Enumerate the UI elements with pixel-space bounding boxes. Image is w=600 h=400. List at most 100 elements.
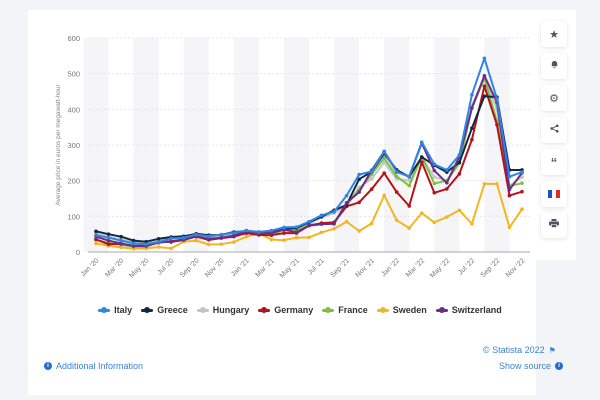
data-point-germany xyxy=(457,172,462,176)
additional-information-link[interactable]: i Additional Information xyxy=(44,361,143,371)
data-point-italy xyxy=(181,235,186,240)
legend-label: Hungary xyxy=(212,305,250,315)
x-tick-label: Sep '21 xyxy=(329,257,351,279)
notification-button[interactable] xyxy=(541,53,567,79)
data-point-italy xyxy=(382,149,386,154)
data-point-sweden xyxy=(495,182,499,186)
additional-information-text: Additional Information xyxy=(56,361,144,371)
data-point-italy xyxy=(106,235,111,240)
bell-icon xyxy=(550,60,559,72)
share-button[interactable] xyxy=(541,117,567,143)
data-point-italy xyxy=(294,225,299,229)
data-point-switzerland xyxy=(357,190,361,194)
print-button[interactable] xyxy=(541,212,567,238)
show-source-link[interactable]: Show source i xyxy=(499,361,564,371)
data-point-switzerland xyxy=(470,106,474,110)
data-point-sweden xyxy=(419,211,424,215)
data-point-hungary xyxy=(369,177,374,181)
data-point-italy xyxy=(319,213,324,218)
info-icon: i xyxy=(555,362,564,370)
x-tick-label: Nov '20 xyxy=(204,257,226,279)
copyright-text: © Statista 2022 xyxy=(483,345,545,355)
data-point-italy xyxy=(244,228,249,233)
data-point-sweden xyxy=(470,222,474,226)
data-point-italy xyxy=(194,232,199,237)
data-point-france xyxy=(432,181,437,186)
legend-item-switzerland[interactable]: Switzerland xyxy=(435,305,502,315)
data-point-italy xyxy=(206,234,211,239)
data-point-germany xyxy=(382,171,386,175)
data-point-germany xyxy=(394,190,399,194)
y-axis-title: Average price in euros per megawatt-hour xyxy=(55,84,62,206)
data-point-germany xyxy=(507,193,512,198)
data-point-italy xyxy=(369,169,374,174)
data-point-italy xyxy=(520,170,524,174)
data-point-sweden xyxy=(394,218,399,223)
favorite-button[interactable]: ★ xyxy=(541,21,567,47)
data-point-sweden xyxy=(369,221,374,226)
data-point-germany xyxy=(94,237,98,242)
data-point-sweden xyxy=(282,238,286,243)
data-point-italy xyxy=(131,241,136,246)
x-tick-label: May '22 xyxy=(429,257,451,279)
data-point-germany xyxy=(369,187,374,192)
data-point-greece xyxy=(419,155,424,159)
copyright-link[interactable]: © Statista 2022 ⚑ xyxy=(483,345,556,355)
y-tick-label: 300 xyxy=(67,141,80,150)
data-point-switzerland xyxy=(131,244,136,248)
legend-item-france[interactable]: France xyxy=(322,305,368,315)
data-point-germany xyxy=(470,137,474,142)
data-point-france xyxy=(394,174,399,179)
legend-label: Germany xyxy=(274,305,314,315)
settings-button[interactable]: ⚙ xyxy=(541,85,567,111)
data-point-italy xyxy=(156,240,161,244)
data-point-sweden xyxy=(206,242,211,247)
data-point-italy xyxy=(394,170,399,174)
legend-item-sweden[interactable]: Sweden xyxy=(376,305,427,315)
data-point-switzerland xyxy=(319,222,324,226)
data-point-sweden xyxy=(169,246,173,251)
data-point-italy xyxy=(357,172,361,177)
data-point-italy xyxy=(94,233,98,238)
x-tick-label: Nov '22 xyxy=(505,257,527,279)
data-point-sweden xyxy=(94,241,98,246)
y-tick-label: 600 xyxy=(67,34,80,43)
data-point-sweden xyxy=(244,234,249,239)
legend-item-italy[interactable]: Italy xyxy=(98,305,132,315)
data-point-sweden xyxy=(332,227,336,231)
x-tick-label: Jul '22 xyxy=(457,257,476,276)
y-tick-label: 0 xyxy=(76,248,80,257)
legend-item-germany[interactable]: Germany xyxy=(258,305,313,315)
data-point-greece xyxy=(482,94,487,98)
data-point-greece xyxy=(470,126,474,131)
data-point-sweden xyxy=(482,182,487,186)
x-tick-label: Mar '20 xyxy=(104,257,125,278)
data-point-sweden xyxy=(119,245,123,250)
cite-button[interactable]: “ xyxy=(541,149,567,175)
legend-label: Italy xyxy=(114,305,133,315)
data-point-switzerland xyxy=(219,235,224,240)
quote-icon: “ xyxy=(550,154,558,170)
x-tick-label: May '21 xyxy=(279,257,301,279)
flag-icon: ⚑ xyxy=(548,345,556,355)
x-tick-label: Nov '21 xyxy=(354,257,376,279)
x-tick-label: May '20 xyxy=(128,257,150,279)
y-tick-label: 500 xyxy=(67,70,80,79)
data-point-italy xyxy=(332,209,336,214)
legend-marker-icon xyxy=(196,306,209,313)
data-point-france xyxy=(520,181,524,185)
data-point-sweden xyxy=(445,215,449,219)
language-button[interactable] xyxy=(541,181,567,207)
legend-item-hungary[interactable]: Hungary xyxy=(196,305,250,315)
data-point-switzerland xyxy=(169,240,173,244)
data-point-germany xyxy=(357,200,361,205)
data-point-sweden xyxy=(269,237,274,242)
y-tick-label: 100 xyxy=(67,212,80,221)
data-point-hungary xyxy=(432,175,437,179)
data-point-greece xyxy=(131,238,136,243)
data-point-italy xyxy=(495,96,499,101)
data-point-italy xyxy=(169,236,173,241)
legend-item-greece[interactable]: Greece xyxy=(141,305,188,315)
data-point-sweden xyxy=(319,230,324,235)
star-icon: ★ xyxy=(549,28,559,41)
